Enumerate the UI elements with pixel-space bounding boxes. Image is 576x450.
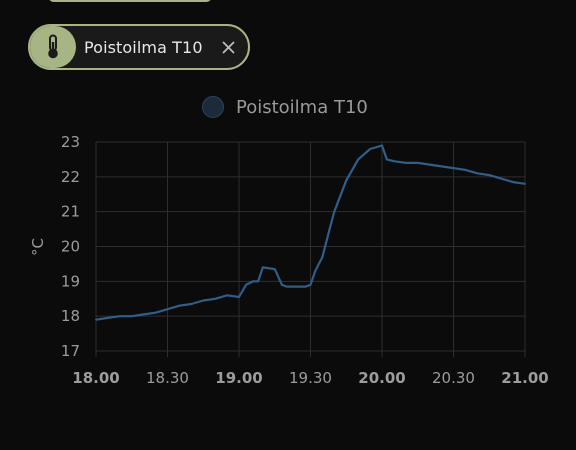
data-point: [297, 285, 300, 288]
data-point: [245, 283, 248, 286]
data-point: [321, 256, 324, 258]
data-point: [345, 179, 348, 182]
data-point: [257, 280, 259, 283]
data-point: [130, 315, 133, 318]
data-point: [476, 172, 479, 175]
legend-label: Poistoilma T10: [236, 96, 368, 118]
data-point: [107, 317, 109, 319]
data-point: [304, 285, 307, 288]
data-point: [314, 269, 317, 272]
y-axis-label: °C: [29, 238, 47, 256]
data-point: [178, 304, 181, 307]
data-point: [452, 167, 455, 170]
y-tick-label: 18: [61, 307, 80, 325]
data-point: [238, 296, 240, 298]
data-point: [154, 311, 157, 314]
y-tick-label: 19: [61, 272, 80, 290]
legend-swatch: [202, 96, 224, 118]
chart-legend[interactable]: Poistoilma T10: [202, 96, 368, 118]
data-point: [118, 315, 121, 318]
series-line: [95, 144, 526, 321]
data-point: [202, 299, 205, 302]
x-tick-label: 19.00: [215, 369, 262, 387]
data-point: [328, 228, 331, 230]
data-point: [261, 266, 264, 269]
data-point: [428, 163, 431, 166]
data-point: [309, 283, 312, 286]
data-point: [464, 168, 467, 171]
data-point: [226, 294, 228, 297]
data-point: [381, 144, 383, 147]
data-point: [512, 181, 514, 183]
data-point: [524, 182, 526, 185]
data-point: [142, 313, 145, 316]
data-point: [95, 318, 97, 321]
data-point: [393, 160, 395, 163]
data-point: [285, 285, 288, 288]
y-tick-label: 21: [61, 203, 80, 221]
x-tick-label: 20.00: [358, 369, 405, 387]
data-point: [404, 162, 407, 164]
data-point: [385, 158, 388, 161]
data-point: [281, 283, 283, 286]
x-tick-label: 21.00: [501, 369, 548, 387]
y-tick-label: 17: [61, 342, 80, 360]
data-point: [440, 165, 443, 168]
data-point: [333, 210, 336, 213]
chip-label: Poistoilma T10: [84, 37, 203, 57]
y-tick-label: 23: [61, 133, 80, 151]
entity-chip[interactable]: Poistoilma T10: [28, 24, 250, 70]
x-tick-label: 18.00: [72, 369, 119, 387]
x-tick-label: 20.30: [432, 369, 475, 387]
data-point: [500, 177, 503, 180]
data-point: [252, 280, 255, 283]
data-point: [357, 158, 360, 161]
data-point: [416, 162, 419, 164]
y-tick-label: 22: [61, 168, 80, 186]
data-point: [214, 297, 217, 300]
x-tick-label: 18.30: [146, 369, 189, 387]
data-point: [273, 268, 276, 271]
x-tick-label: 19.30: [289, 369, 332, 387]
data-point: [369, 148, 371, 150]
thermometer-icon: [30, 26, 76, 68]
close-icon[interactable]: [220, 39, 236, 55]
data-point: [166, 308, 169, 311]
data-point: [488, 174, 491, 176]
data-point: [190, 303, 193, 305]
y-tick-label: 20: [61, 238, 80, 256]
